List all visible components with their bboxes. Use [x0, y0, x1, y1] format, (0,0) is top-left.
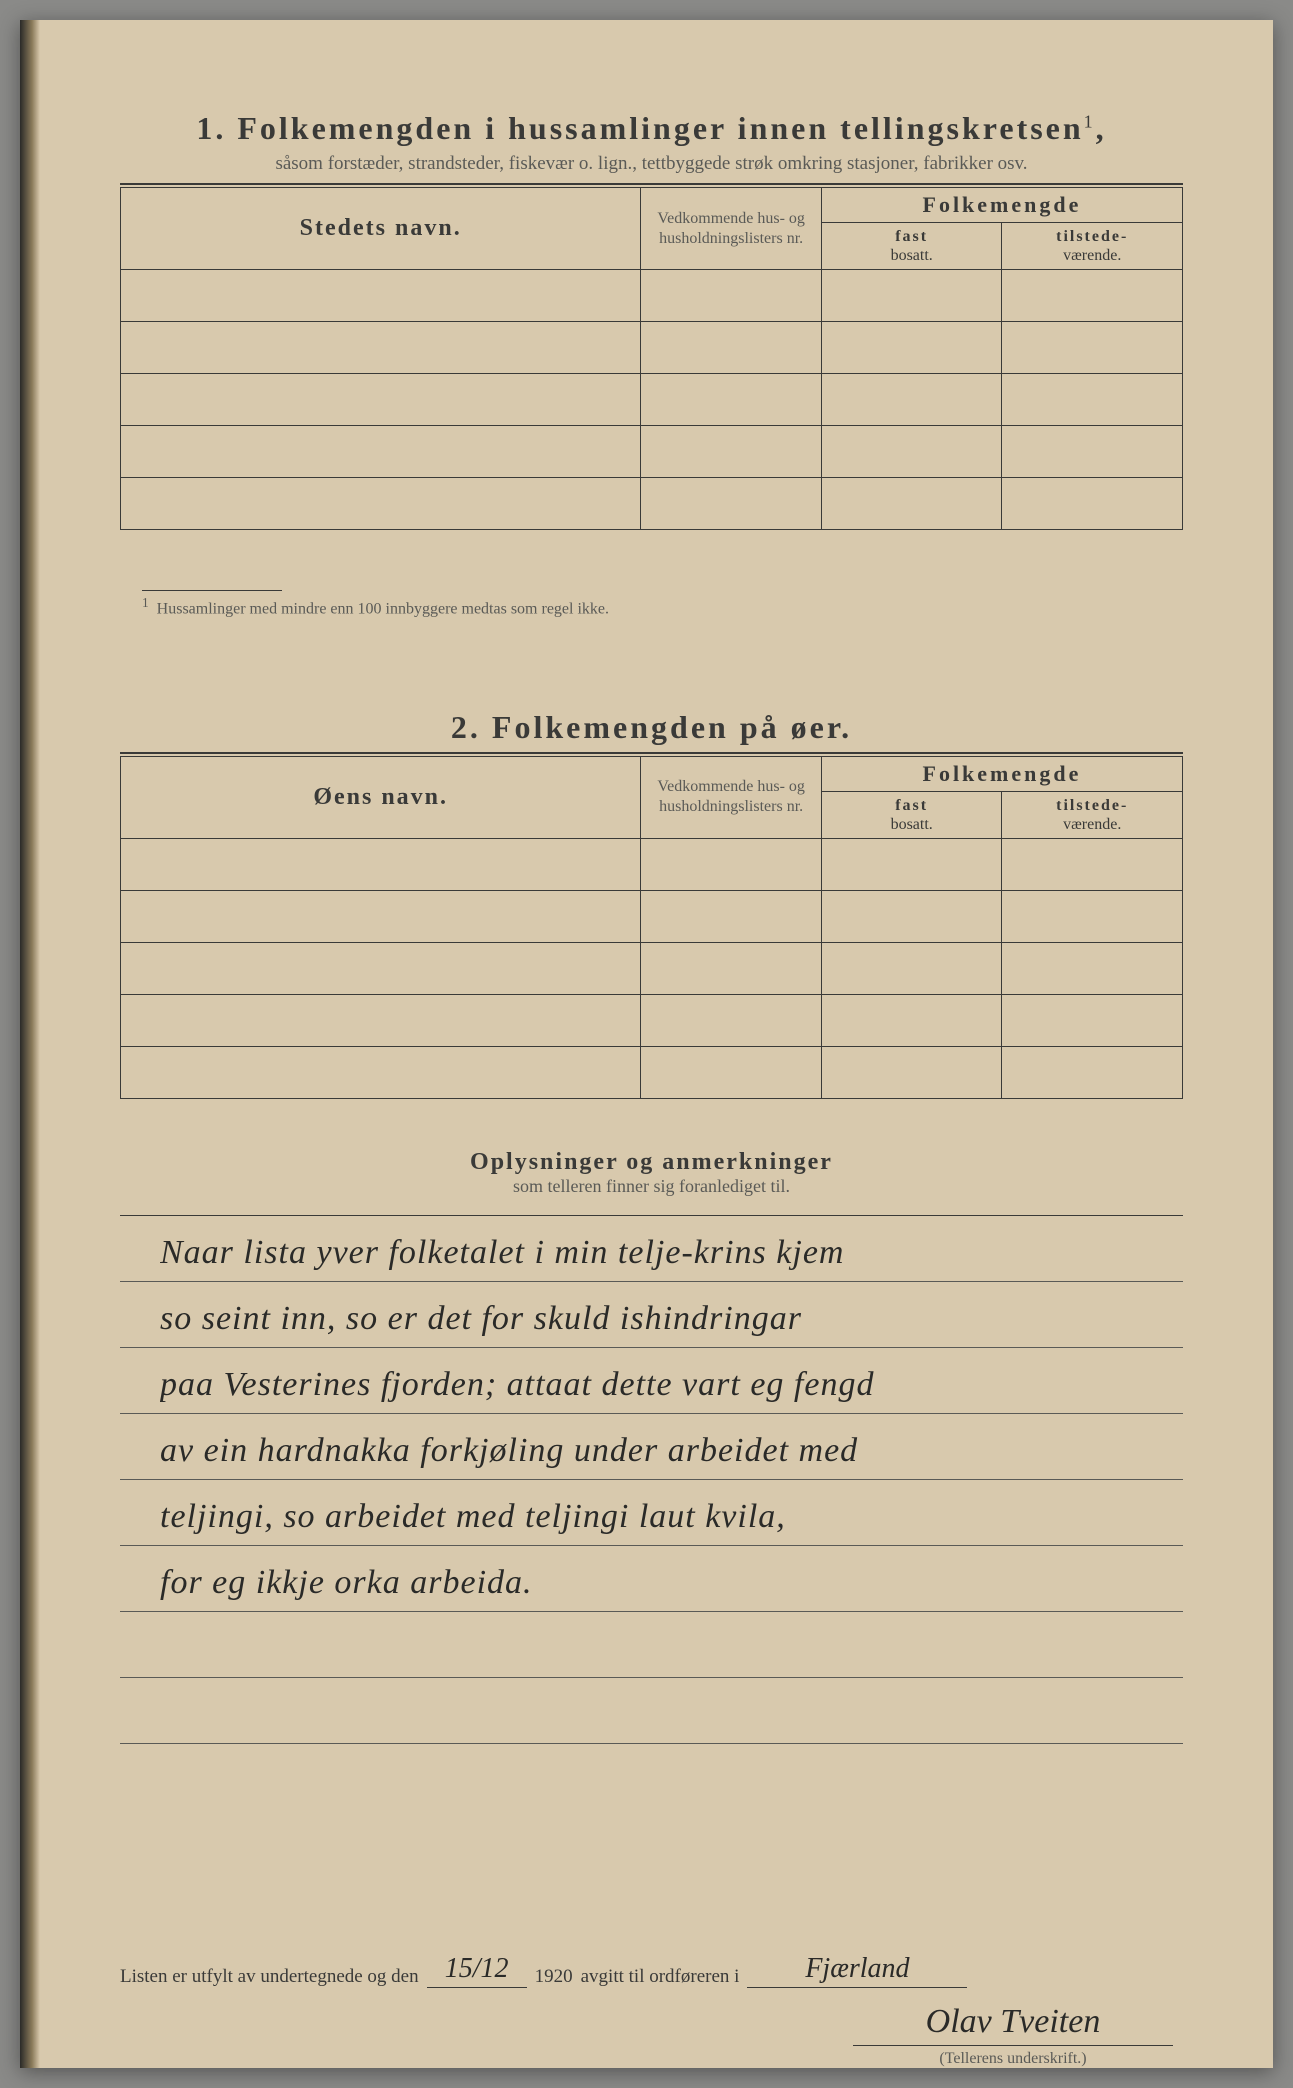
table-cell: [121, 426, 641, 478]
table-row: [121, 1047, 1183, 1099]
table-cell: [121, 839, 641, 891]
remarks-subtitle: som telleren finner sig foranlediget til…: [120, 1176, 1183, 1197]
ruled-line: [120, 1678, 1183, 1744]
table-cell: [1002, 839, 1183, 891]
th-folkemengde2: Folkemengde: [821, 756, 1182, 791]
th-fast: fastbosatt.: [821, 223, 1002, 270]
section2-table: Øens navn. Vedkommende hus- og husholdni…: [120, 756, 1183, 1099]
th-ref: Vedkommende hus- og husholdningslisters …: [641, 188, 822, 270]
handwritten-line: so seint inn, so er det for skuld ishind…: [160, 1286, 1163, 1352]
table-cell: [1002, 426, 1183, 478]
table-cell: [1002, 270, 1183, 322]
sig-date: 15/12: [427, 1953, 527, 1988]
table-cell: [821, 322, 1002, 374]
table-cell: [641, 891, 822, 943]
table-cell: [641, 478, 822, 530]
table-row: [121, 943, 1183, 995]
table-cell: [121, 1047, 641, 1099]
table-cell: [821, 839, 1002, 891]
table-cell: [641, 995, 822, 1047]
table-row: [121, 374, 1183, 426]
table-cell: [641, 322, 822, 374]
remarks-area: Naar lista yver folketalet i min telje-k…: [120, 1215, 1183, 1744]
remarks-title: Oplysninger og anmerkninger: [120, 1149, 1183, 1176]
table-cell: [121, 374, 641, 426]
table-cell: [121, 891, 641, 943]
handwritten-text: Naar lista yver folketalet i min telje-k…: [160, 1220, 1163, 1616]
table-cell: [821, 995, 1002, 1047]
signature-block: Listen er utfylt av undertegnede og den …: [120, 1953, 1183, 1988]
table-cell: [641, 270, 822, 322]
ruled-line: [120, 1612, 1183, 1678]
table-cell: [821, 1047, 1002, 1099]
table-cell: [1002, 322, 1183, 374]
handwritten-line: Naar lista yver folketalet i min telje-k…: [160, 1220, 1163, 1286]
section1-table: Stedets navn. Vedkommende hus- og hushol…: [120, 187, 1183, 530]
table-row: [121, 891, 1183, 943]
section2-title: 2. Folkemengden på øer.: [120, 709, 1183, 746]
table-cell: [1002, 891, 1183, 943]
sig-prefix: Listen er utfylt av undertegnede og den: [120, 1966, 419, 1988]
table-cell: [121, 270, 641, 322]
table-cell: [821, 891, 1002, 943]
table-cell: [821, 270, 1002, 322]
table-cell: [641, 374, 822, 426]
table-cell: [121, 478, 641, 530]
section1-number: 1.: [196, 110, 226, 146]
table-cell: [641, 943, 822, 995]
table-cell: [821, 478, 1002, 530]
table-row: [121, 322, 1183, 374]
section1-footnote: 1 Hussamlinger med mindre enn 100 innbyg…: [120, 595, 1183, 618]
table-cell: [641, 426, 822, 478]
table-row: [121, 839, 1183, 891]
table-row: [121, 995, 1183, 1047]
footnote-rule: [142, 590, 282, 591]
section1-subtitle: såsom forstæder, strandsteder, fiskevær …: [120, 153, 1183, 175]
table-cell: [1002, 478, 1183, 530]
sig-place: Fjærland: [747, 1953, 967, 1988]
handwritten-line: av ein hardnakka forkjøling under arbeid…: [160, 1418, 1163, 1484]
table-cell: [121, 995, 641, 1047]
table-cell: [821, 374, 1002, 426]
th-folkemengde: Folkemengde: [821, 188, 1182, 223]
table-row: [121, 478, 1183, 530]
sig-middle: avgitt til ordføreren i: [581, 1966, 740, 1988]
th-ref2: Vedkommende hus- og husholdningslisters …: [641, 756, 822, 838]
table-cell: [1002, 943, 1183, 995]
table-cell: [1002, 374, 1183, 426]
section1-title: 1. Folkemengden i hussamlinger innen tel…: [120, 110, 1183, 147]
binding-edge: [20, 20, 40, 2068]
table-cell: [121, 943, 641, 995]
table-cell: [121, 322, 641, 374]
section2-number: 2.: [451, 709, 481, 745]
rule: [120, 183, 1183, 185]
rule: [120, 752, 1183, 754]
table-cell: [641, 839, 822, 891]
th-oens-navn: Øens navn.: [121, 756, 641, 838]
table-row: [121, 426, 1183, 478]
table-cell: [641, 1047, 822, 1099]
th-stedets-navn: Stedets navn.: [121, 188, 641, 270]
th-fast2: fastbosatt.: [821, 791, 1002, 838]
handwritten-line: teljingi, so arbeidet med teljingi laut …: [160, 1484, 1163, 1550]
table-cell: [1002, 1047, 1183, 1099]
section1-title-text: Folkemengden i hussamlinger innen tellin…: [237, 110, 1083, 146]
handwritten-line: for eg ikkje orka arbeida.: [160, 1550, 1163, 1616]
signature-name: Olav Tveiten: [853, 2003, 1173, 2046]
handwritten-line: paa Vesterines fjorden; attaat dette var…: [160, 1352, 1163, 1418]
th-tilstede: tilstede-værende.: [1002, 223, 1183, 270]
table-cell: [821, 943, 1002, 995]
th-tilstede2: tilstede-værende.: [1002, 791, 1183, 838]
signature-caption: (Tellerens underskrift.): [853, 2050, 1173, 2068]
table-row: [121, 270, 1183, 322]
table-cell: [1002, 995, 1183, 1047]
section1-sup: 1: [1084, 111, 1096, 131]
document-page: 1. Folkemengden i hussamlinger innen tel…: [20, 20, 1273, 2068]
table-cell: [821, 426, 1002, 478]
section2-title-text: Folkemengden på øer.: [492, 709, 852, 745]
sig-year: 1920: [535, 1966, 573, 1988]
